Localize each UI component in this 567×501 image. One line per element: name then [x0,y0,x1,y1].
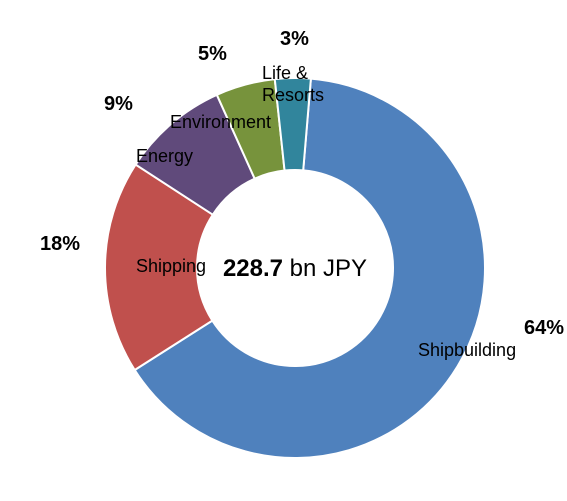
pct-label: 9% [104,93,133,115]
slice-label: Shipping [136,256,206,276]
center-label: 228.7 bn JPY [223,255,367,282]
pct-label: 3% [280,28,309,50]
donut-chart: 228.7 bn JPY 64% Shipbuilding 18% Shipping 9%… [0,0,567,501]
donut-svg: 228.7 bn JPY 64% Shipbuilding 18% Shipping 9%… [0,0,567,501]
slice-label: Environment [170,112,271,132]
slice-label: Energy [136,146,193,166]
pct-label: 5% [198,43,227,65]
pct-label: 64% [524,317,564,339]
slice-label: Shipbuilding [418,340,516,360]
pct-label: 18% [40,233,80,255]
